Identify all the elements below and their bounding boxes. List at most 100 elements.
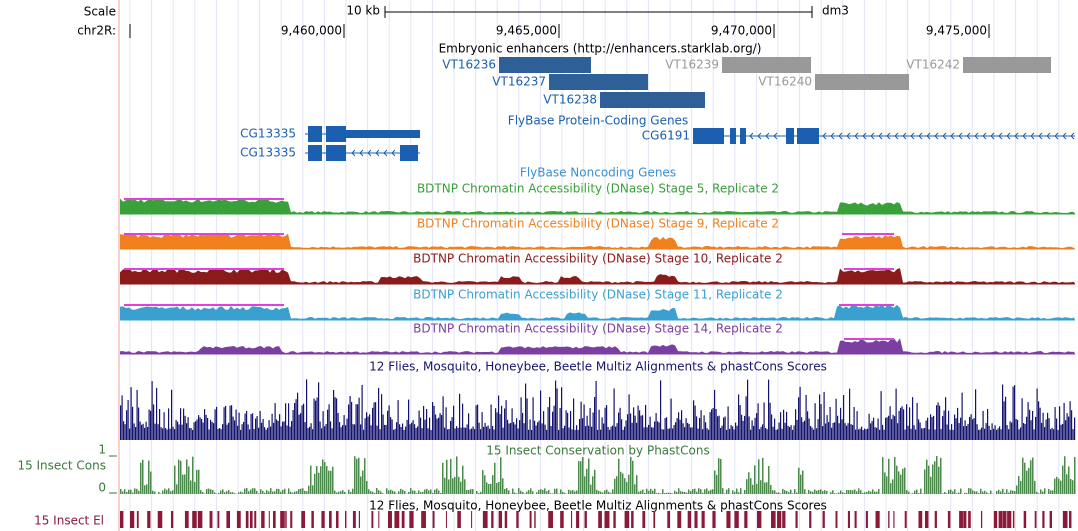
phastcons-bar bbox=[940, 457, 942, 494]
element bbox=[1062, 511, 1068, 528]
element bbox=[272, 511, 276, 528]
conservation-bar bbox=[892, 414, 894, 440]
element bbox=[358, 511, 361, 528]
phastcons-bar bbox=[638, 491, 640, 494]
conservation-bar bbox=[556, 388, 558, 440]
conservation-bar bbox=[223, 407, 225, 440]
phastcons-bar bbox=[326, 465, 328, 494]
phastcons-bar bbox=[732, 490, 734, 494]
conservation-bar bbox=[340, 427, 342, 440]
phastcons-bar bbox=[858, 488, 860, 494]
phastcons-bar bbox=[816, 490, 818, 494]
conservation-bar bbox=[174, 429, 176, 440]
conservation-bar bbox=[786, 411, 788, 440]
conservation-bar bbox=[828, 422, 830, 440]
conservation-bar bbox=[615, 426, 617, 440]
conservation-bar bbox=[877, 418, 879, 440]
element bbox=[345, 511, 347, 528]
conservation-bar bbox=[120, 405, 122, 440]
phastcons-bar bbox=[348, 489, 350, 494]
conservation-bar bbox=[663, 429, 665, 440]
conservation-bar bbox=[250, 414, 252, 440]
conservation-bar bbox=[459, 393, 461, 440]
phastcons-bar bbox=[258, 493, 260, 494]
conservation-bar bbox=[229, 405, 231, 440]
element bbox=[694, 511, 698, 528]
conservation-bar bbox=[241, 424, 243, 440]
conservation-bar bbox=[492, 426, 494, 440]
phastcons-bar bbox=[626, 482, 628, 494]
element bbox=[757, 511, 762, 528]
phastcons-bar bbox=[894, 457, 896, 494]
element bbox=[335, 511, 339, 528]
conservation-bar bbox=[885, 417, 887, 440]
conservation-bar bbox=[420, 417, 422, 440]
phastcons-bar bbox=[760, 480, 762, 494]
phastcons-bar bbox=[1026, 470, 1028, 494]
phastcons-bar bbox=[350, 491, 352, 494]
ruler-label: 9,475,000 bbox=[926, 24, 987, 38]
conservation-bar bbox=[489, 428, 491, 440]
conservation-bar bbox=[730, 424, 732, 440]
strand-arrow bbox=[934, 132, 939, 140]
phastcons-bar bbox=[782, 488, 784, 494]
conservation-bar bbox=[714, 389, 716, 440]
phastcons-bar bbox=[230, 492, 232, 494]
phastcons-bar bbox=[652, 490, 654, 494]
conservation-bar bbox=[859, 428, 861, 440]
conservation-bar bbox=[819, 394, 821, 440]
exon bbox=[740, 128, 746, 144]
phastcons-bar bbox=[270, 488, 272, 494]
element bbox=[516, 511, 519, 528]
conservation-bar bbox=[732, 426, 734, 440]
phastcons-bar bbox=[902, 468, 904, 494]
phastcons-bar bbox=[796, 492, 798, 494]
phastcons-bar bbox=[1040, 489, 1042, 494]
phastcons-bar bbox=[632, 460, 634, 494]
conservation-bar bbox=[721, 425, 723, 440]
phastcons-bar bbox=[514, 492, 516, 494]
conservation-bar bbox=[610, 426, 612, 440]
phastcons-bar bbox=[530, 488, 532, 494]
phastcons-bar bbox=[612, 489, 614, 494]
phastcons-bar bbox=[602, 492, 604, 494]
phastcons-bar bbox=[462, 465, 464, 494]
element bbox=[865, 511, 868, 528]
phastcons-bar bbox=[842, 492, 844, 494]
phastcons-bar bbox=[140, 462, 142, 494]
phastcons-bar bbox=[224, 492, 226, 494]
phastcons-bar bbox=[370, 491, 372, 494]
phastcons-bar bbox=[868, 490, 870, 494]
conservation-bar bbox=[357, 404, 359, 440]
conservation-bar bbox=[259, 410, 261, 440]
conservation-bar bbox=[555, 380, 557, 440]
conservation-bar bbox=[903, 409, 905, 440]
conservation-bar bbox=[166, 429, 168, 440]
conservation-bar bbox=[1005, 396, 1007, 440]
phastcons-bar bbox=[844, 493, 846, 494]
conservation-bar bbox=[657, 421, 659, 440]
element bbox=[321, 511, 325, 528]
conservation-bar bbox=[453, 405, 455, 440]
conservation-bar bbox=[493, 429, 495, 440]
phastcons-bar bbox=[614, 478, 616, 494]
conservation-bar bbox=[433, 405, 435, 440]
phastcons-bar bbox=[554, 488, 556, 494]
phastcons-bar bbox=[774, 490, 776, 494]
conservation-bar bbox=[553, 405, 555, 440]
conservation-bar bbox=[148, 409, 150, 440]
conservation-bar bbox=[222, 424, 224, 440]
conservation-bar bbox=[387, 410, 389, 440]
conservation-bar bbox=[603, 423, 605, 440]
phastcons-bar bbox=[658, 492, 660, 494]
conservation-bar bbox=[405, 426, 407, 440]
phastcons-bar bbox=[244, 488, 246, 494]
phastcons-bar bbox=[174, 465, 176, 494]
conservation-bar bbox=[904, 429, 906, 440]
element bbox=[968, 511, 971, 528]
phastcons-bar bbox=[220, 490, 222, 494]
phastcons-bar bbox=[862, 492, 864, 494]
conservation-bar bbox=[138, 407, 140, 440]
enhancer bbox=[549, 74, 648, 90]
element bbox=[157, 511, 163, 528]
